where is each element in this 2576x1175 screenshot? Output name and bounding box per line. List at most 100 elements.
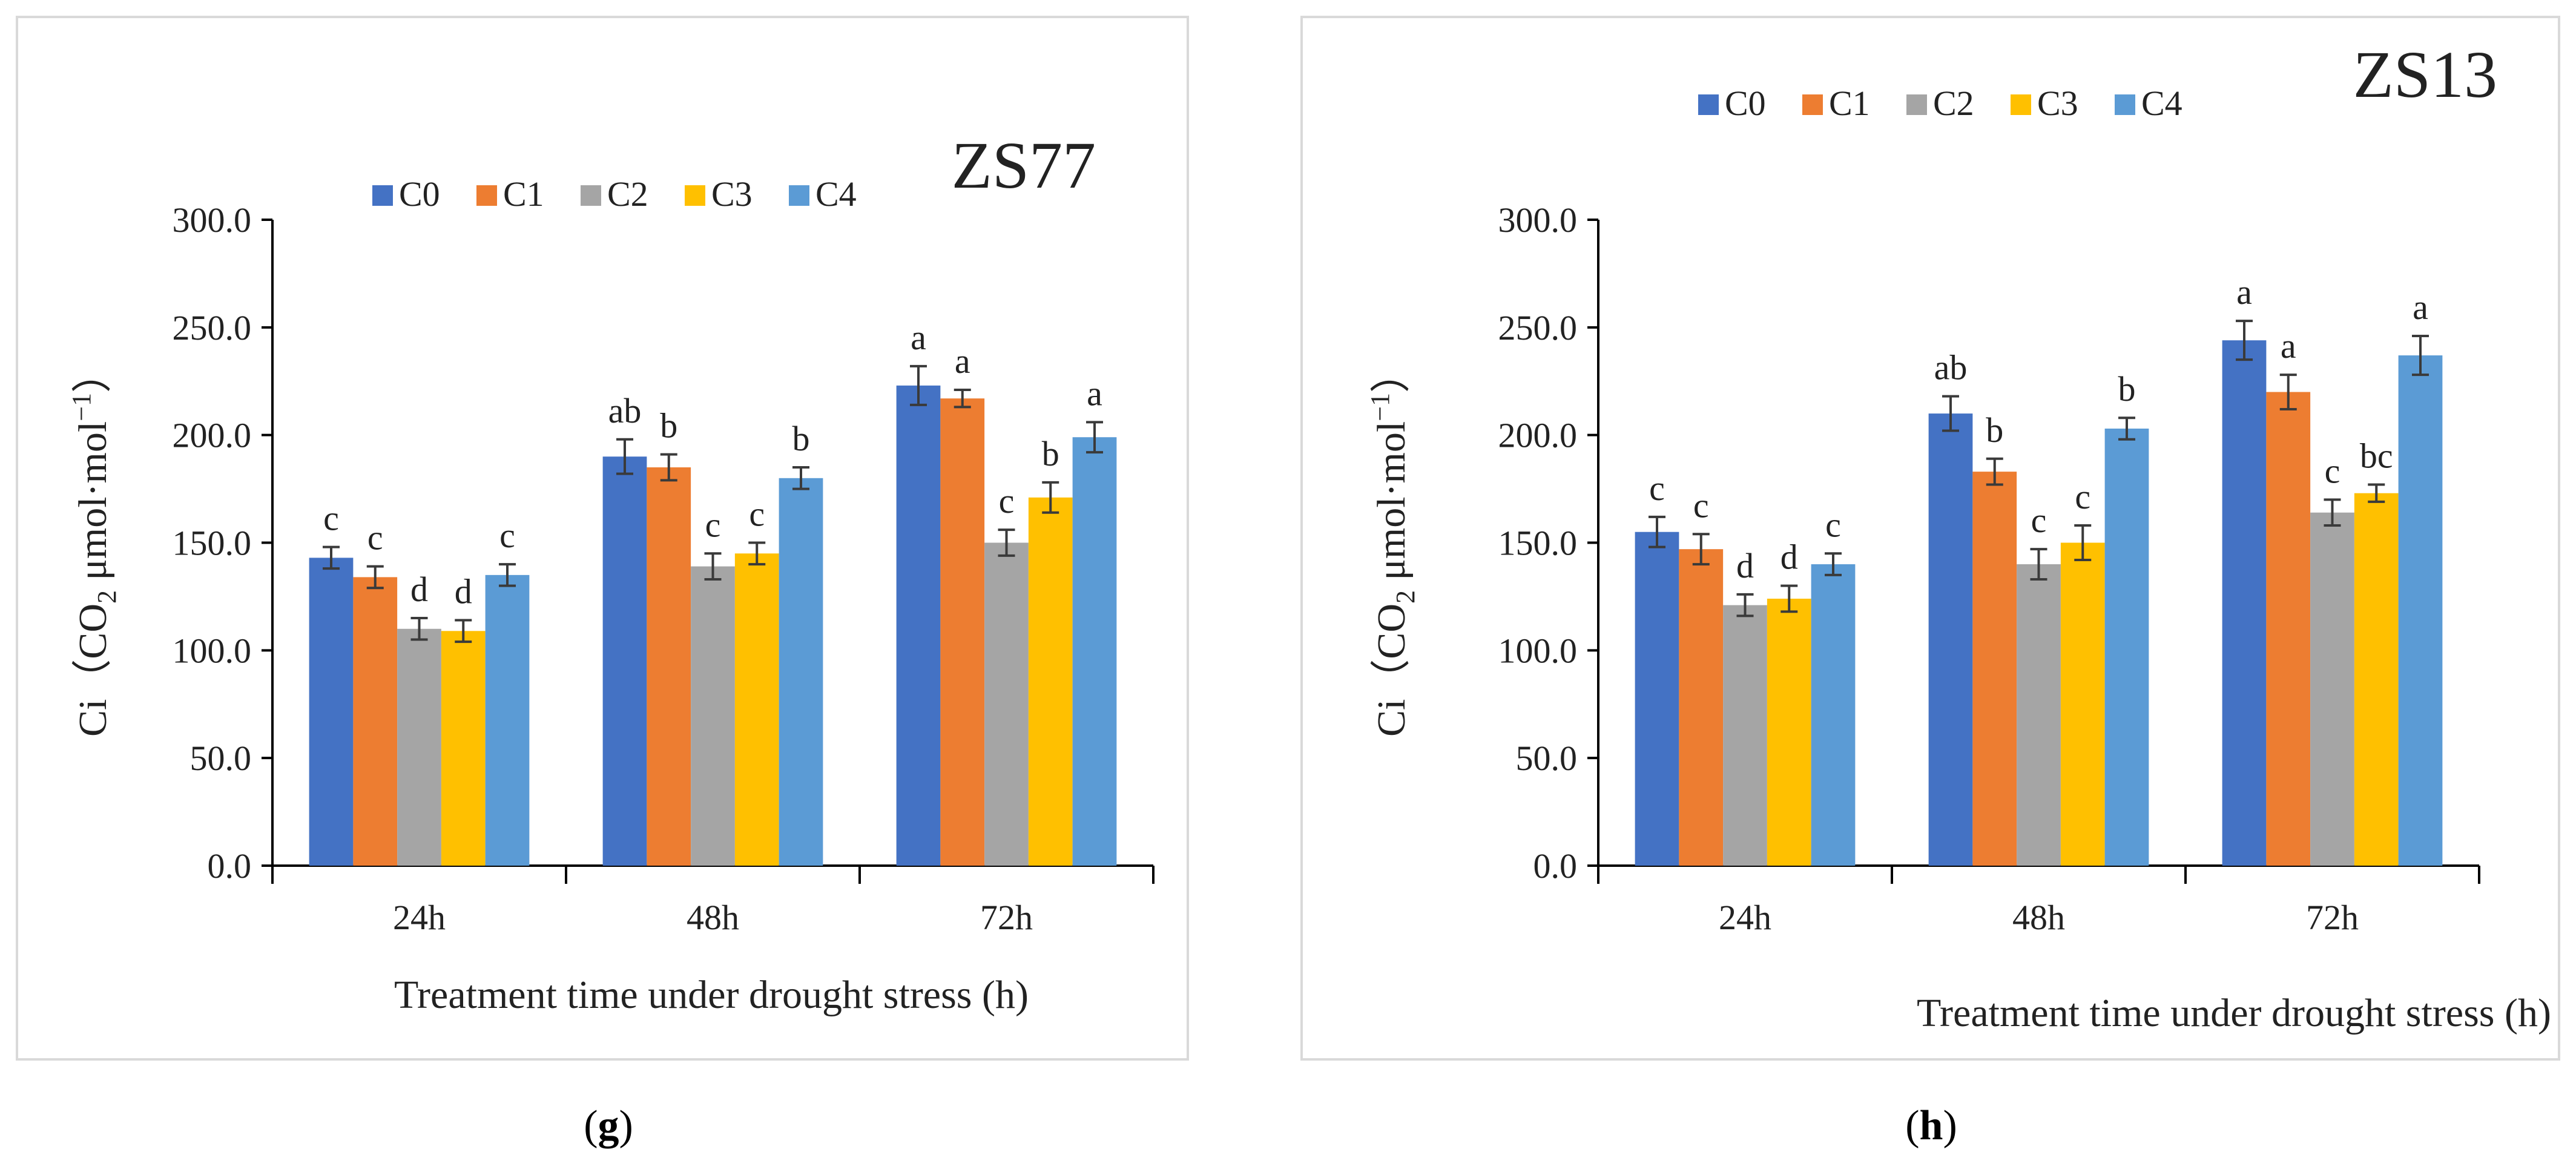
chart-frame: [1300, 16, 2560, 1061]
y-tick-label: 50.0: [190, 739, 252, 778]
bar-c2-48h: [691, 566, 735, 866]
bar-c3-72h: [2354, 493, 2399, 866]
bar-c1-48h: [1972, 472, 2017, 866]
bar-c1-24h: [353, 577, 398, 866]
x-tick-label: 24h: [1719, 898, 1771, 937]
legend-label-c4: C4: [2141, 84, 2182, 123]
significance-label: bc: [2360, 436, 2393, 475]
bar-c0-24h: [309, 558, 354, 866]
x-tick-label: 72h: [980, 898, 1033, 937]
legend-label-c2: C2: [1933, 84, 1974, 123]
chart-title: ZS77: [952, 128, 1096, 202]
significance-label: b: [1042, 434, 1059, 473]
panel-label-g: (g): [584, 1102, 633, 1149]
significance-label: c: [2031, 501, 2047, 540]
chart-panel-h: 0.0 50.0 100.0 150.0 200.0 250.0 300.0 24h 48h 72…: [1300, 16, 2560, 1061]
legend-swatch-c0: [1698, 94, 1719, 115]
legend-label-c4: C4: [815, 174, 857, 214]
bar-c3-24h: [1767, 598, 1811, 866]
significance-label: b: [792, 419, 810, 458]
y-tick-label: 0.0: [1533, 846, 1578, 886]
bar-c3-48h: [2060, 542, 2105, 866]
bar-c2-24h: [1723, 605, 1767, 866]
bar-c3-24h: [441, 631, 486, 866]
bar-c4-48h: [779, 478, 823, 866]
y-tick-label: 100.0: [1498, 631, 1578, 670]
legend-swatch-c3: [685, 185, 705, 206]
bar-c4-24h: [485, 574, 530, 866]
significance-label: c: [1825, 505, 1841, 544]
bar-c2-72h: [984, 542, 1029, 866]
significance-label: c: [749, 495, 765, 534]
y-tick-label: 50.0: [1516, 739, 1578, 778]
bar-c4-24h: [1811, 564, 1856, 866]
legend-label-c0: C0: [399, 174, 440, 214]
significance-label: c: [705, 505, 721, 544]
significance-label: a: [1087, 374, 1102, 413]
significance-label: a: [955, 341, 970, 381]
x-tick-label: 72h: [2306, 898, 2359, 937]
y-tick-label: 300.0: [1498, 200, 1578, 240]
bar-c4-48h: [2104, 428, 2149, 866]
x-axis-label: Treatment time under drought stress (h): [1917, 991, 2551, 1035]
y-axis-label: Ci（CO2 μmol·mol−1）: [67, 353, 122, 737]
x-tick-label: 48h: [2012, 898, 2065, 937]
legend-label-c0: C0: [1725, 84, 1766, 123]
y-tick-label: 200.0: [173, 416, 252, 455]
x-tick-label: 24h: [393, 898, 446, 937]
legend-label-c1: C1: [503, 174, 544, 214]
bar-c0-48h: [602, 456, 647, 866]
y-tick-label: 100.0: [173, 631, 252, 670]
y-tick-label: 0.0: [208, 846, 252, 886]
y-tick-label: 250.0: [173, 308, 252, 347]
bar-c0-72h: [2222, 340, 2267, 866]
legend-swatch-c1: [1802, 94, 1823, 115]
significance-label: c: [499, 516, 515, 555]
bar-c1-24h: [1679, 549, 1724, 866]
bar-c2-72h: [2310, 512, 2354, 866]
bar-c1-72h: [940, 398, 985, 866]
legend-label-c1: C1: [1829, 84, 1870, 123]
chart-title: ZS13: [2353, 38, 2497, 111]
legend-swatch-c3: [2011, 94, 2031, 115]
chart-panel-g: 0.0 50.0 100.0 150.0 200.0 250.0 300.0 24h 48h 72…: [16, 16, 1189, 1061]
significance-label: a: [2236, 272, 2252, 312]
significance-label: b: [2118, 369, 2136, 409]
bar-c0-72h: [896, 385, 941, 866]
y-tick-label: 300.0: [173, 200, 252, 240]
chart-frame: [16, 16, 1189, 1061]
significance-label: a: [2281, 326, 2296, 366]
significance-label: a: [2413, 288, 2428, 327]
y-tick-label: 150.0: [173, 524, 252, 563]
significance-label: c: [2325, 451, 2340, 490]
significance-label: ab: [608, 391, 642, 430]
significance-label: ab: [1934, 348, 1968, 387]
bar-c2-48h: [2017, 564, 2061, 866]
bar-c1-48h: [647, 467, 691, 866]
y-tick-label: 150.0: [1498, 524, 1578, 563]
x-tick-label: 48h: [687, 898, 739, 937]
x-axis-label: Treatment time under drought stress (h): [394, 973, 1029, 1017]
significance-label: d: [410, 570, 428, 609]
legend-swatch-c2: [581, 185, 601, 206]
significance-label: c: [1649, 469, 1665, 508]
bar-c1-72h: [2266, 392, 2311, 866]
panel-label-h: (h): [1905, 1102, 1957, 1149]
legend-swatch-c1: [476, 185, 497, 206]
significance-label: c: [323, 499, 339, 538]
y-tick-label: 200.0: [1498, 416, 1578, 455]
significance-label: c: [2075, 477, 2090, 516]
significance-label: c: [367, 518, 383, 558]
legend-swatch-c2: [1906, 94, 1927, 115]
bar-c3-72h: [1028, 497, 1073, 866]
legend-swatch-c0: [372, 185, 393, 206]
legend-swatch-c4: [789, 185, 809, 206]
bar-c0-48h: [1928, 413, 1973, 866]
significance-label: a: [911, 318, 926, 357]
significance-label: b: [660, 406, 677, 446]
bar-c2-24h: [397, 628, 441, 866]
bar-c4-72h: [2398, 355, 2443, 866]
significance-label: d: [455, 572, 472, 611]
legend-label-c3: C3: [711, 174, 753, 214]
